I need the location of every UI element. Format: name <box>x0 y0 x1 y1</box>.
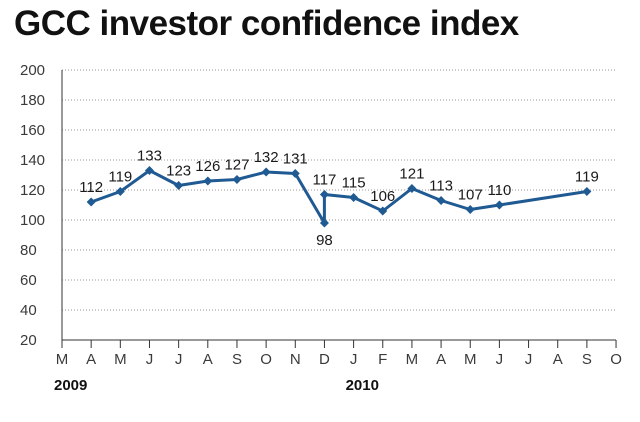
data-label: 119 <box>575 169 599 186</box>
y-tick-label: 100 <box>20 212 45 229</box>
year-label: 2010 <box>346 377 379 394</box>
x-tick-label: A <box>553 351 563 368</box>
y-tick-label: 60 <box>20 272 37 289</box>
x-tick-label: S <box>582 351 592 368</box>
x-tick-label: J <box>175 351 183 368</box>
data-point <box>582 187 592 196</box>
data-label: 133 <box>137 148 162 165</box>
y-tick-label: 180 <box>20 92 45 109</box>
x-tick-label: D <box>319 351 330 368</box>
data-label: 98 <box>316 232 333 249</box>
x-tick-label: M <box>464 351 477 368</box>
data-point <box>407 184 417 193</box>
chart-title: GCC investor confidence index <box>14 4 519 43</box>
data-label: 107 <box>458 187 483 204</box>
data-point <box>174 181 184 190</box>
data-label: 110 <box>487 182 511 199</box>
data-point <box>319 190 329 199</box>
x-tick-label: F <box>378 351 387 368</box>
x-tick-label: O <box>610 351 622 368</box>
data-point <box>494 200 504 210</box>
x-tick-label: J <box>146 351 154 368</box>
data-point <box>86 197 96 207</box>
x-tick-label: J <box>496 351 504 368</box>
x-tick-label: M <box>56 351 69 368</box>
y-tick-label: 200 <box>20 62 45 79</box>
data-label: 119 <box>108 169 132 186</box>
data-point <box>203 176 213 186</box>
y-tick-label: 40 <box>20 302 37 319</box>
data-label: 113 <box>429 178 453 195</box>
data-point <box>144 166 154 175</box>
data-label: 121 <box>399 166 424 183</box>
y-tick-label: 160 <box>20 122 45 139</box>
data-point <box>349 193 359 202</box>
x-tick-label: O <box>260 351 272 368</box>
x-tick-label: A <box>86 351 96 368</box>
data-label: 112 <box>79 179 103 196</box>
y-tick-label: 20 <box>20 332 37 349</box>
x-tick-label: M <box>406 351 419 368</box>
data-label: 123 <box>166 163 191 180</box>
data-label: 115 <box>342 175 366 192</box>
data-label: 117 <box>312 172 336 189</box>
x-tick-label: A <box>436 351 446 368</box>
year-label: 2009 <box>54 377 87 394</box>
data-point <box>232 175 242 184</box>
x-tick-label: M <box>114 351 127 368</box>
x-tick-label: J <box>350 351 358 368</box>
data-point <box>290 169 300 178</box>
data-label: 106 <box>370 188 395 205</box>
data-point <box>319 218 329 228</box>
x-tick-label: A <box>203 351 213 368</box>
x-tick-label: S <box>232 351 242 368</box>
data-label: 127 <box>224 157 249 174</box>
data-point <box>378 206 388 216</box>
x-tick-label: N <box>290 351 301 368</box>
y-tick-label: 80 <box>20 242 37 259</box>
data-point <box>465 205 475 214</box>
data-label: 131 <box>283 151 308 168</box>
y-tick-label: 140 <box>20 152 45 169</box>
y-tick-label: 120 <box>20 182 45 199</box>
data-label: 126 <box>195 158 220 175</box>
x-tick-label: J <box>525 351 533 368</box>
data-point <box>115 187 125 196</box>
data-point <box>436 196 446 205</box>
data-label: 132 <box>254 149 279 166</box>
data-point <box>261 167 271 177</box>
